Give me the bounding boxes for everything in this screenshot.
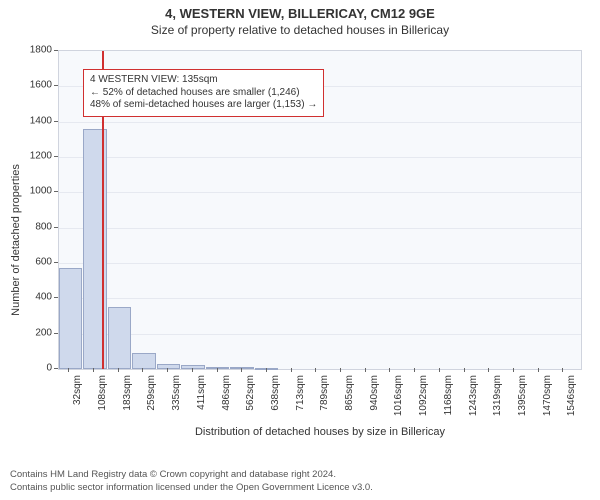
xtick-mark xyxy=(365,368,366,372)
ytick-mark xyxy=(54,191,58,192)
xtick-label: 1016sqm xyxy=(393,375,404,416)
gridline-h xyxy=(59,263,581,264)
plot-area: 4 WESTERN VIEW: 135sqm ← 52% of detached… xyxy=(58,50,582,370)
annotation-line-1: 4 WESTERN VIEW: 135sqm xyxy=(90,74,317,87)
ytick-label: 200 xyxy=(12,327,52,338)
gridline-h xyxy=(59,334,581,335)
ytick-mark xyxy=(54,297,58,298)
xtick-mark xyxy=(217,368,218,372)
x-axis-label: Distribution of detached houses by size … xyxy=(58,426,582,438)
gridline-h xyxy=(59,122,581,123)
ytick-mark xyxy=(54,50,58,51)
xtick-label: 1395sqm xyxy=(517,375,528,416)
annotation-line-2: ← 52% of detached houses are smaller (1,… xyxy=(90,87,317,100)
xtick-label: 183sqm xyxy=(122,375,133,411)
xtick-label: 1243sqm xyxy=(468,375,479,416)
xtick-mark xyxy=(291,368,292,372)
ytick-label: 600 xyxy=(12,257,52,268)
xtick-mark xyxy=(414,368,415,372)
xtick-label: 1319sqm xyxy=(492,375,503,416)
xtick-mark xyxy=(68,368,69,372)
ytick-label: 1600 xyxy=(12,80,52,91)
xtick-label: 32sqm xyxy=(72,375,83,405)
gridline-h xyxy=(59,228,581,229)
xtick-mark xyxy=(118,368,119,372)
histogram-bar xyxy=(206,367,229,369)
xtick-label: 1092sqm xyxy=(418,375,429,416)
xtick-mark xyxy=(167,368,168,372)
xtick-mark xyxy=(340,368,341,372)
xtick-mark xyxy=(93,368,94,372)
xtick-mark xyxy=(192,368,193,372)
annotation-box: 4 WESTERN VIEW: 135sqm ← 52% of detached… xyxy=(83,69,324,117)
ytick-label: 1800 xyxy=(12,45,52,56)
xtick-mark xyxy=(315,368,316,372)
xtick-label: 1168sqm xyxy=(443,375,454,415)
chart-container: Number of detached properties 4 WESTERN … xyxy=(0,40,600,440)
xtick-mark xyxy=(389,368,390,372)
xtick-mark xyxy=(538,368,539,372)
ytick-label: 0 xyxy=(12,363,52,374)
histogram-bar xyxy=(132,353,155,369)
histogram-bar xyxy=(157,364,180,369)
xtick-label: 940sqm xyxy=(369,375,380,411)
ytick-mark xyxy=(54,333,58,334)
xtick-label: 411sqm xyxy=(196,375,207,410)
ytick-mark xyxy=(54,85,58,86)
ytick-mark xyxy=(54,121,58,122)
xtick-mark xyxy=(266,368,267,372)
xtick-label: 562sqm xyxy=(245,375,256,411)
ytick-mark xyxy=(54,262,58,263)
histogram-bar xyxy=(108,307,131,369)
histogram-bar xyxy=(59,268,82,369)
gridline-h xyxy=(59,298,581,299)
xtick-label: 789sqm xyxy=(319,375,330,411)
gridline-h xyxy=(59,192,581,193)
ytick-label: 1200 xyxy=(12,151,52,162)
xtick-label: 259sqm xyxy=(146,375,157,411)
xtick-mark xyxy=(142,368,143,372)
xtick-mark xyxy=(513,368,514,372)
xtick-mark xyxy=(488,368,489,372)
xtick-label: 108sqm xyxy=(97,375,108,411)
footer: Contains HM Land Registry data © Crown c… xyxy=(10,469,590,494)
page-title: 4, WESTERN VIEW, BILLERICAY, CM12 9GE xyxy=(0,0,600,21)
xtick-label: 335sqm xyxy=(171,375,182,411)
ytick-label: 400 xyxy=(12,292,52,303)
histogram-bar xyxy=(181,365,204,369)
xtick-label: 1470sqm xyxy=(542,375,553,416)
xtick-mark xyxy=(439,368,440,372)
xtick-mark xyxy=(464,368,465,372)
xtick-label: 486sqm xyxy=(221,375,232,411)
xtick-label: 1546sqm xyxy=(566,375,577,416)
footer-line-2: Contains public sector information licen… xyxy=(10,482,590,494)
xtick-label: 713sqm xyxy=(295,375,306,411)
gridline-h xyxy=(59,157,581,158)
page-subtitle: Size of property relative to detached ho… xyxy=(0,21,600,37)
ytick-mark xyxy=(54,368,58,369)
xtick-label: 638sqm xyxy=(270,375,281,411)
ytick-label: 800 xyxy=(12,221,52,232)
ytick-mark xyxy=(54,156,58,157)
xtick-label: 865sqm xyxy=(344,375,355,411)
xtick-mark xyxy=(241,368,242,372)
annotation-line-3: 48% of semi-detached houses are larger (… xyxy=(90,99,317,112)
ytick-label: 1000 xyxy=(12,186,52,197)
xtick-mark xyxy=(562,368,563,372)
ytick-label: 1400 xyxy=(12,115,52,126)
ytick-mark xyxy=(54,227,58,228)
footer-line-1: Contains HM Land Registry data © Crown c… xyxy=(10,469,590,481)
